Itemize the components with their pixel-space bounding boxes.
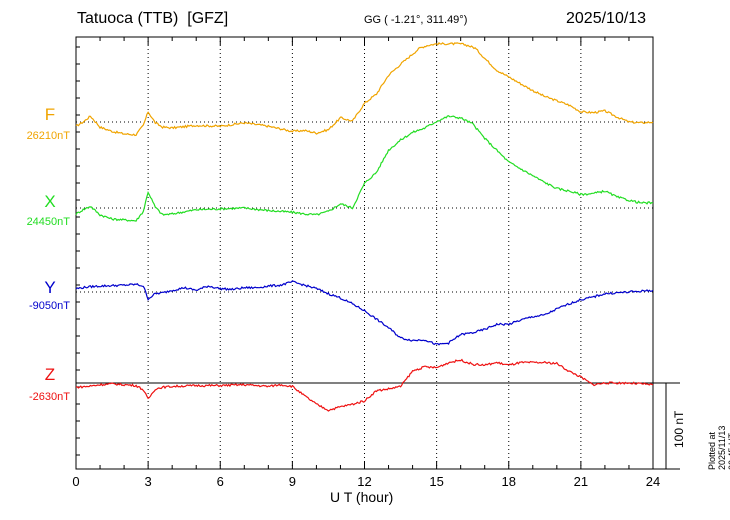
x-tick-label: 0 (72, 474, 79, 489)
network-label: [GFZ] (187, 10, 229, 27)
baseline-label-z: -2630nT (29, 391, 70, 403)
x-axis-label: U T (hour) (330, 489, 394, 505)
chart-title: Tatuoca (TTB) [GFZ] (77, 10, 228, 28)
series-line-f (75, 42, 654, 137)
component-label-y: Y (44, 278, 56, 297)
scale-bar-label: 100 nT (672, 410, 686, 448)
x-tick-label: 21 (574, 474, 588, 489)
series-line-x (75, 115, 654, 222)
date-label: 2025/10/13 (566, 10, 647, 27)
component-label-z: Z (44, 365, 56, 384)
component-label-x: X (44, 192, 56, 211)
station-name: Tatuoca (TTB) (77, 10, 179, 27)
x-tick-label: 9 (289, 474, 296, 489)
series-line-z (75, 358, 654, 412)
x-tick-label: 15 (429, 474, 443, 489)
baseline-label-f: 26210nT (26, 130, 70, 142)
baseline-label-x: 24450nT (26, 216, 70, 228)
baseline-label-y: -9050nT (29, 300, 70, 312)
plotted-timestamp: Plotted at 2025/11/13 00:45 UT (707, 425, 730, 470)
x-tick-label: 18 (502, 474, 516, 489)
x-tick-label: 24 (646, 474, 660, 489)
component-label-f: F (44, 105, 56, 124)
x-tick-label: 6 (217, 474, 224, 489)
coordinates-label: GG ( -1.21°, 311.49°) (364, 14, 468, 26)
x-tick-label: 3 (145, 474, 152, 489)
x-tick-label: 12 (357, 474, 371, 489)
series-line-y (75, 280, 654, 346)
